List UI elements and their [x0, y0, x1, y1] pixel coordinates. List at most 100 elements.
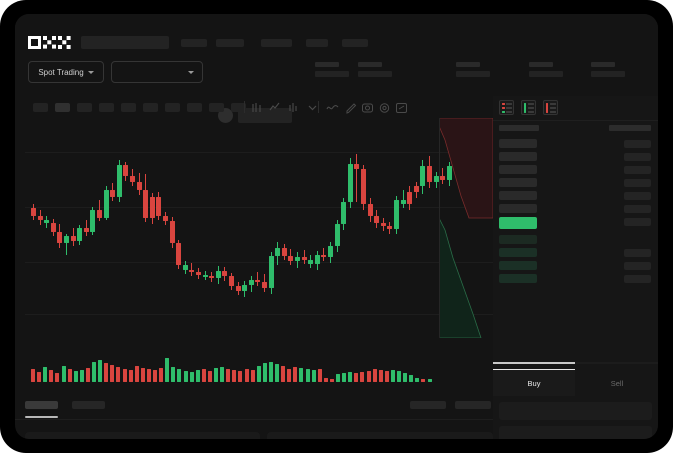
timeframe-button-0[interactable] [33, 103, 48, 112]
timeframe-button-1[interactable] [55, 103, 70, 112]
candlestick-chart-icon[interactable] [250, 101, 263, 114]
orderbook-bid-row-0[interactable] [499, 235, 537, 244]
orderbook-ask-row-2[interactable] [499, 165, 537, 174]
tab-buy[interactable]: Buy [493, 370, 575, 396]
order-form-field-0[interactable] [499, 402, 652, 420]
orderbook-mode-bids-icon[interactable] [521, 100, 536, 115]
market-stat-label-4 [591, 62, 615, 67]
candle-48 [347, 124, 353, 334]
chevron-down-icon[interactable] [306, 101, 319, 114]
volume-bar-19 [146, 369, 151, 382]
orderbook-ask-amount-4 [624, 192, 651, 200]
header-nav-item-1[interactable] [216, 39, 244, 47]
candle-63 [446, 124, 452, 334]
market-type-selector[interactable]: Spot Trading [28, 61, 104, 83]
bottom-tab-0[interactable] [25, 401, 58, 409]
orderbook-mode-asks-icon[interactable] [543, 100, 558, 115]
timeframe-button-5[interactable] [143, 103, 158, 112]
footer-card-0[interactable] [25, 432, 260, 439]
candle-24 [189, 124, 195, 334]
candle-wick [66, 234, 67, 255]
candle-27 [209, 124, 215, 334]
orderbook-ask-row-3[interactable] [499, 178, 537, 187]
candle-14 [123, 124, 129, 334]
candle-12 [110, 124, 116, 334]
candle-body [209, 276, 215, 278]
last-price [238, 108, 292, 123]
okx-logo[interactable] [28, 36, 72, 49]
bottom-action-1[interactable] [455, 401, 491, 409]
orderbook-ask-row-0[interactable] [499, 139, 537, 148]
timeframe-button-2[interactable] [77, 103, 92, 112]
volume-bar-7 [73, 371, 78, 382]
order-form-field-1[interactable] [499, 426, 652, 439]
header-nav-item-4[interactable] [342, 39, 368, 47]
volume-bar-0 [31, 369, 35, 382]
bottom-action-0[interactable] [410, 401, 446, 409]
candle-body [235, 286, 241, 291]
orderbook-bid-row-1[interactable] [499, 248, 537, 257]
toolbar-divider-0 [244, 101, 245, 113]
volume-bar-44 [299, 368, 304, 382]
candle-body [301, 257, 307, 260]
volume-bar-3 [49, 370, 54, 382]
footer-card-1[interactable] [267, 432, 493, 439]
candle-body [229, 276, 234, 286]
timeframe-button-4[interactable] [121, 103, 136, 112]
market-stat-4 [591, 62, 625, 77]
volume-bar-29 [207, 371, 212, 382]
candle-49 [354, 124, 360, 334]
timeframe-button-3[interactable] [99, 103, 114, 112]
header-nav-item-2[interactable] [261, 39, 292, 47]
volume-bar-33 [232, 370, 237, 382]
indicator-icon[interactable] [268, 101, 281, 114]
bottom-tab-1[interactable] [72, 401, 105, 409]
drawing-tools-icon[interactable] [344, 101, 357, 114]
settings-gear-icon[interactable] [378, 101, 391, 114]
chart-gridline-0 [25, 152, 493, 153]
candle-body [163, 216, 168, 221]
candle-4 [57, 124, 63, 334]
fullscreen-icon[interactable] [395, 101, 408, 114]
market-stat-value-1 [358, 71, 392, 77]
orderbook-spread-highlight[interactable] [499, 217, 537, 229]
volume-bar-65 [427, 379, 432, 382]
orderbook-bid-row-3[interactable] [499, 274, 537, 283]
timeframe-button-7[interactable] [187, 103, 202, 112]
timeframe-button-9[interactable] [231, 103, 246, 112]
candle-body [407, 192, 413, 204]
candle-body [103, 190, 109, 218]
tab-sell[interactable]: Sell [576, 370, 658, 396]
price-chart[interactable] [25, 124, 493, 334]
timeframe-button-6[interactable] [165, 103, 180, 112]
volume-bar-56 [372, 369, 377, 382]
orderbook-ask-row-4[interactable] [499, 191, 537, 200]
volume-bar-46 [311, 370, 316, 382]
candle-13 [116, 124, 122, 334]
search-input[interactable] [81, 36, 169, 49]
volume-bar-54 [360, 372, 365, 382]
logo-k-icon [43, 36, 56, 49]
orderbook-ask-row-1[interactable] [499, 152, 537, 161]
candle-body [77, 228, 83, 241]
header-nav-item-0[interactable] [181, 39, 207, 47]
candle-9 [90, 124, 96, 334]
candle-body [288, 256, 294, 261]
orderbook-bid-row-2[interactable] [499, 261, 537, 270]
orderbook-scrollbar[interactable] [493, 362, 658, 364]
orderbook-mode-both-icon[interactable] [499, 100, 514, 115]
active-tab-indicator [25, 416, 58, 418]
bar-chart-icon[interactable] [287, 101, 300, 114]
market-stat-label-0 [315, 62, 339, 67]
orderbook-ask-row-5[interactable] [499, 204, 537, 213]
timeframe-button-8[interactable] [209, 103, 224, 112]
line-chart-icon[interactable] [326, 101, 339, 114]
candle-body [367, 204, 373, 216]
volume-bar-9 [85, 368, 90, 382]
camera-icon[interactable] [361, 101, 374, 114]
orderbook-ask-amount-2 [624, 166, 651, 174]
market-stat-label-1 [358, 62, 382, 67]
header-nav-item-3[interactable] [306, 39, 328, 47]
trading-pair-selector[interactable] [111, 61, 203, 83]
